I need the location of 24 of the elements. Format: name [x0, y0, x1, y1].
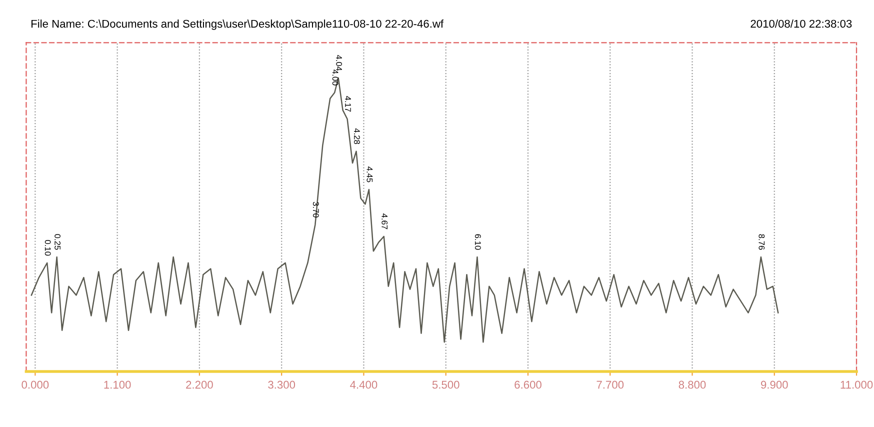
annotation: 0.25 [54, 234, 60, 250]
x-tick-label: 4.400 [350, 380, 378, 389]
x-tick-label: 1.100 [104, 380, 131, 389]
annotation: 4.67 [382, 213, 388, 230]
chart-title: File Name: C:\Documents and Settings\user\Desktop\Sample110-08-10 22-20-46.wf [32, 20, 444, 30]
annotation: 4.28 [354, 128, 360, 144]
annotation: 8.76 [758, 234, 765, 250]
x-tick-label: 6.600 [514, 380, 542, 389]
x-tick-label: 9.900 [761, 380, 788, 389]
x-tick-label: 2.200 [186, 380, 213, 389]
x-tick-label: 0.000 [22, 380, 49, 389]
text: 2010/08/10 22:38:03 [750, 20, 852, 28]
annotation: 4.45 [366, 166, 373, 182]
annotation: 3.70 [312, 202, 319, 218]
annotation: 4.00 [332, 70, 338, 86]
x-tick-label: 8.800 [678, 380, 706, 389]
annotation: 4.04 [336, 54, 342, 71]
annotation: 6.10 [474, 234, 481, 250]
x-tick-label: 3.300 [268, 380, 296, 389]
annotation: 4.17 [345, 96, 351, 112]
annotation: 0.10 [44, 240, 51, 256]
x-tick-label: 7.700 [596, 380, 624, 389]
x-tick-label: 11.000 [840, 380, 873, 389]
x-tick-label: 5.500 [432, 380, 460, 389]
